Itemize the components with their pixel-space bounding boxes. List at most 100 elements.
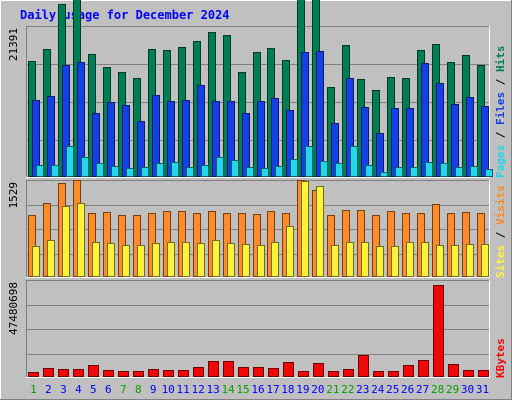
bar-sites-day-25 xyxy=(391,246,399,277)
chart-panels: 21391 1529 47480698 xyxy=(7,0,493,378)
bar-pages-day-21 xyxy=(335,163,343,177)
day-label-23: 23 xyxy=(356,383,369,396)
bar-pages-day-13 xyxy=(216,157,224,177)
day-label-10: 10 xyxy=(162,383,175,396)
legend-entry: / xyxy=(494,72,507,92)
legend-entry: Files xyxy=(494,92,507,125)
day-label-5: 5 xyxy=(90,383,97,396)
bar-sites-day-27 xyxy=(421,242,429,277)
bar-pages-day-22 xyxy=(350,146,358,177)
bar-files-day-27 xyxy=(421,63,429,177)
bar-sites-day-8 xyxy=(137,245,145,277)
day-label-18: 18 xyxy=(281,383,294,396)
bar-kbytes-day-7 xyxy=(118,371,129,377)
bar-pages-day-8 xyxy=(141,167,149,177)
bar-files-day-16 xyxy=(257,101,265,177)
bar-pages-day-7 xyxy=(126,168,134,177)
bar-pages-day-19 xyxy=(305,146,313,177)
bar-pages-day-29 xyxy=(455,167,463,177)
bar-kbytes-day-4 xyxy=(73,369,84,377)
bar-files-day-31 xyxy=(481,106,489,177)
bar-kbytes-day-16 xyxy=(253,367,264,377)
bar-files-day-20 xyxy=(316,51,324,177)
day-label-2: 2 xyxy=(45,383,52,396)
bar-pages-day-9 xyxy=(156,163,164,177)
panel-mid: 1529 xyxy=(7,180,490,278)
bar-kbytes-day-24 xyxy=(373,371,384,377)
bar-files-day-17 xyxy=(271,98,279,177)
legend-mid: Sites / Visits xyxy=(494,185,507,278)
bar-kbytes-day-6 xyxy=(103,370,114,377)
bar-files-day-11 xyxy=(182,100,190,177)
bar-files-day-6 xyxy=(107,102,115,177)
bar-kbytes-day-20 xyxy=(313,363,324,377)
day-labels: 1 2 3 4 5 6 7 8 9 10 11 12 13 14 15 16 17 18 19 20 21 22 23 24 2… xyxy=(30,383,489,396)
bar-pages-day-14 xyxy=(231,160,239,177)
bar-files-day-28 xyxy=(436,83,444,177)
bar-kbytes-day-2 xyxy=(43,368,54,377)
bar-pages-day-28 xyxy=(440,163,448,177)
bar-pages-day-2 xyxy=(51,165,59,177)
day-label-7: 7 xyxy=(120,383,127,396)
legend-entry: KBytes xyxy=(494,338,507,378)
bar-pages-day-11 xyxy=(186,167,194,177)
bar-pages-day-24 xyxy=(380,172,388,177)
legend-entry: / xyxy=(494,125,507,145)
bar-sites-day-12 xyxy=(197,243,205,277)
bar-kbytes-day-27 xyxy=(418,360,429,377)
bar-kbytes-day-17 xyxy=(268,368,279,377)
bar-sites-day-31 xyxy=(481,244,489,277)
bar-kbytes-day-19 xyxy=(298,371,309,377)
bar-sites-day-2 xyxy=(47,240,55,277)
bar-pages-day-23 xyxy=(365,165,373,177)
bar-files-day-7 xyxy=(122,105,130,177)
day-label-19: 19 xyxy=(296,383,309,396)
day-label-20: 20 xyxy=(311,383,324,396)
bar-pages-day-15 xyxy=(246,167,254,177)
bar-sites-day-20 xyxy=(316,186,324,277)
bar-sites-day-16 xyxy=(257,245,265,277)
legend-top: Pages / Files / Hits xyxy=(494,46,507,179)
legend-entry: Pages xyxy=(494,145,507,178)
bar-pages-day-1 xyxy=(36,165,44,177)
bar-sites-day-11 xyxy=(182,242,190,277)
day-label-26: 26 xyxy=(401,383,414,396)
bar-kbytes-day-23 xyxy=(358,355,369,377)
bar-sites-day-15 xyxy=(242,244,250,277)
day-label-29: 29 xyxy=(446,383,459,396)
bar-sites-day-19 xyxy=(301,181,309,277)
bar-files-day-30 xyxy=(466,97,474,177)
bar-pages-day-6 xyxy=(111,166,119,177)
bar-sites-day-21 xyxy=(331,245,339,277)
ymax-label-top: 21391 xyxy=(7,28,20,61)
bar-files-day-26 xyxy=(406,108,414,177)
bar-pages-day-30 xyxy=(470,166,478,177)
day-label-30: 30 xyxy=(461,383,474,396)
bar-sites-day-23 xyxy=(361,242,369,277)
legend-entry: Sites xyxy=(494,245,507,278)
bar-pages-day-12 xyxy=(201,165,209,177)
bar-sites-day-6 xyxy=(107,243,115,277)
bar-pages-day-10 xyxy=(171,162,179,177)
bar-kbytes-day-31 xyxy=(478,370,489,377)
day-label-24: 24 xyxy=(371,383,385,396)
bar-kbytes-day-25 xyxy=(388,371,399,377)
ymax-label-mid: 1529 xyxy=(7,182,20,209)
bar-sites-day-13 xyxy=(212,240,220,277)
bar-pages-day-4 xyxy=(81,157,89,177)
bar-kbytes-day-26 xyxy=(403,365,414,377)
bar-kbytes-day-11 xyxy=(178,370,189,377)
bar-pages-day-27 xyxy=(425,162,433,177)
bar-sites-day-14 xyxy=(227,243,235,277)
bar-pages-day-16 xyxy=(261,168,269,177)
day-label-31: 31 xyxy=(476,383,489,396)
day-label-17: 17 xyxy=(266,383,279,396)
bar-kbytes-day-10 xyxy=(163,370,174,377)
bar-sites-day-1 xyxy=(32,246,40,277)
bar-kbytes-day-13 xyxy=(208,361,219,377)
ymax-label-bot: 47480698 xyxy=(7,282,20,335)
bar-pages-day-26 xyxy=(410,167,418,177)
bar-kbytes-day-1 xyxy=(28,372,39,377)
day-label-16: 16 xyxy=(251,383,264,396)
